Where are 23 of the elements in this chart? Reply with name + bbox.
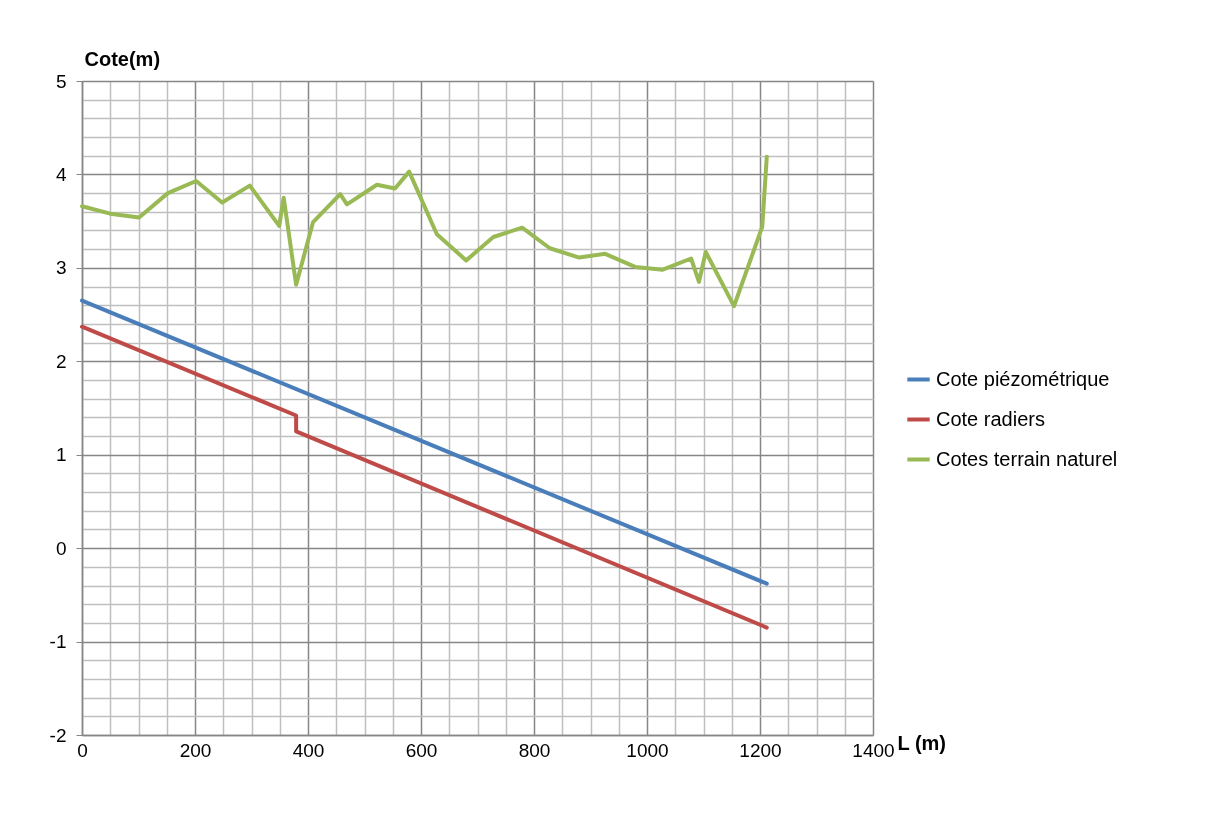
- x-tick-label: 0: [77, 739, 88, 761]
- x-axis-title: L (m): [897, 731, 947, 754]
- x-tick-label: 600: [405, 739, 438, 761]
- line-series: [80, 324, 769, 630]
- x-tick-label: 400: [292, 739, 325, 761]
- line-series: [80, 154, 769, 309]
- y-tick-label: -1: [49, 631, 67, 653]
- legend-label: Cote radiers: [936, 407, 1045, 430]
- y-tick-label: 2: [55, 350, 67, 372]
- y-tick-label: 1: [55, 444, 67, 466]
- x-tick-label: 1400: [852, 739, 895, 761]
- x-tick-label: 1200: [739, 739, 782, 761]
- x-tick-label: 1000: [626, 739, 669, 761]
- y-tick-label: -2: [49, 724, 67, 746]
- x-tick-label: 800: [518, 739, 551, 761]
- y-tick-label: 3: [55, 257, 67, 279]
- y-axis-title: Cote(m): [84, 47, 161, 70]
- legend-label: Cotes terrain naturel: [936, 447, 1118, 470]
- y-tick-label: 0: [55, 537, 67, 559]
- x-tick-label: 200: [179, 739, 212, 761]
- y-tick-label: 4: [55, 163, 67, 185]
- y-tick-label: 5: [55, 70, 67, 92]
- legend-label: Cote piézométrique: [936, 367, 1110, 390]
